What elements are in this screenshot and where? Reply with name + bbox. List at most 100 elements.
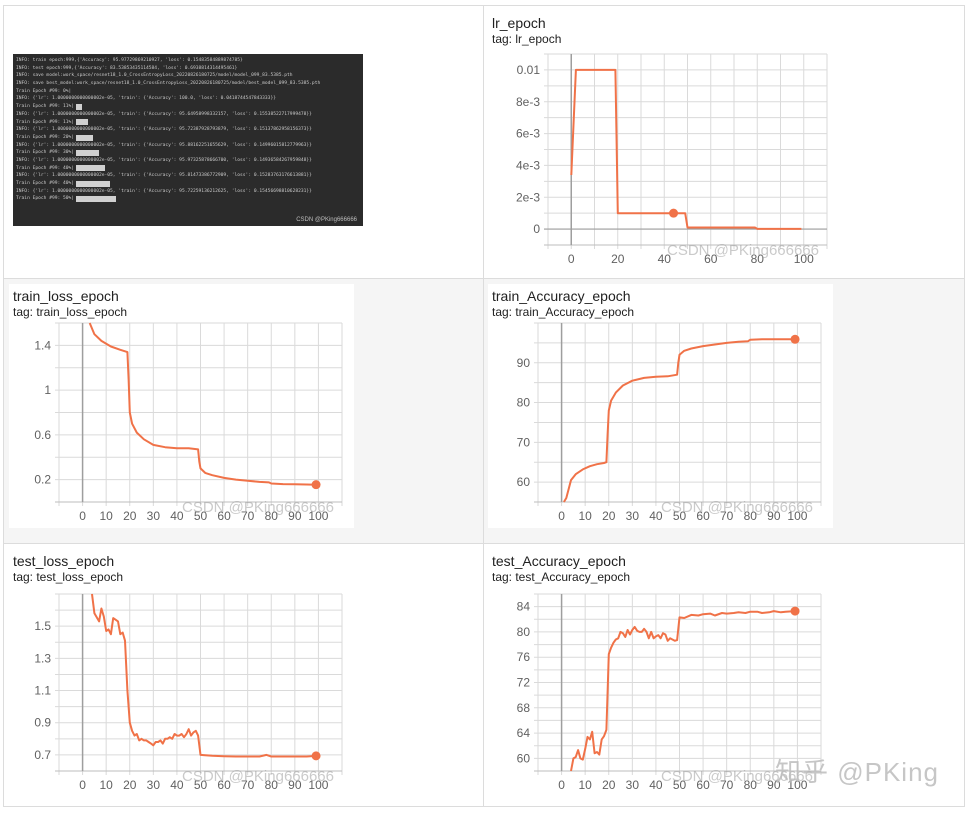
y-tick-label: 0.9: [34, 716, 51, 730]
y-tick-label: 4e-3: [516, 158, 540, 172]
terminal-line: INFO: train epoch:999,{'Accuracy': 95.97…: [16, 58, 243, 63]
cell-train-loss: train_loss_epoch tag: train_loss_epoch 0…: [4, 279, 484, 544]
x-tick-label: 20: [123, 778, 137, 792]
chart-tag: tag: train_Accuracy_epoch: [492, 305, 635, 319]
x-tick-label: 50: [673, 509, 687, 523]
csdn-watermark: CSDN @PKing666666: [182, 768, 334, 785]
csdn-watermark: CSDN @PKing666666: [661, 768, 813, 785]
x-tick-label: 50: [194, 778, 208, 792]
chart-tag: tag: test_loss_epoch: [13, 570, 124, 584]
chart-tag: tag: lr_epoch: [492, 32, 562, 46]
y-tick-label: 0.2: [34, 473, 51, 487]
y-tick-label: 0.7: [34, 748, 51, 762]
terminal-line: INFO: {'lr': 1.0000000000000002e-05, 'tr…: [16, 142, 312, 148]
progress-bar: [76, 150, 100, 157]
x-tick-label: 40: [649, 778, 663, 792]
terminal-line: INFO: {'lr': 1.0000000000000002e-05, 'tr…: [16, 173, 312, 179]
progress-bar: [76, 103, 83, 110]
y-tick-label: 70: [517, 435, 531, 449]
csdn-watermark: CSDN @PKing666666: [661, 499, 813, 516]
x-tick-label: 20: [602, 509, 616, 523]
terminal-line: INFO: {'lr': 1.0000000000000002e-05, 'tr…: [16, 111, 312, 117]
terminal-line: INFO: test epoch:999,{'Accuracy': 83.538…: [16, 65, 238, 71]
y-tick-label: 1.1: [34, 684, 51, 698]
x-tick-label: 70: [720, 778, 734, 792]
series-line: [570, 68, 802, 230]
x-tick-label: 40: [170, 509, 184, 523]
x-tick-label: 0: [568, 252, 575, 266]
terminal-line: Train Epoch #99: 11%|: [16, 103, 360, 111]
x-tick-label: 50: [194, 509, 208, 523]
cell-test-loss: test_loss_epoch tag: test_loss_epoch 0.7…: [4, 544, 484, 806]
y-tick-label: 60: [517, 751, 531, 765]
x-tick-label: 90: [767, 509, 781, 523]
x-tick-label: 70: [241, 778, 255, 792]
x-tick-label: 10: [99, 778, 113, 792]
grid-lines: [55, 593, 343, 775]
highlight-point[interactable]: [669, 208, 679, 218]
x-tick-label: 20: [602, 778, 616, 792]
highlight-point[interactable]: [790, 334, 800, 344]
progress-bar: [76, 180, 111, 187]
chart-title: test_loss_epoch: [13, 553, 115, 569]
terminal-line: Train Epoch #99: 50%|: [16, 195, 360, 203]
cell-lr-epoch: lr_epoch tag: lr_epoch 0 2e-3 4e-3 6e-3 8e-3…: [484, 6, 964, 279]
chart-title: train_Accuracy_epoch: [492, 288, 631, 304]
test-loss-chart[interactable]: 0.7 0.9 1.1 1.3 1.5 0 10 20 30 40 50 60 70 80 90 100CSD…: [9, 586, 354, 801]
y-tick-label: 1.5: [34, 619, 51, 633]
cell-train-accuracy: train_Accuracy_epoch tag: train_Accuracy…: [484, 279, 964, 544]
grid-lines: [534, 593, 822, 775]
x-tick-label: 70: [720, 509, 734, 523]
chart-grid: INFO: train epoch:999,{'Accuracy': 95.97…: [3, 5, 965, 807]
x-tick-label: 30: [147, 778, 161, 792]
x-tick-label: 90: [288, 778, 302, 792]
x-tick-label: 80: [265, 778, 279, 792]
chart-title: lr_epoch: [492, 15, 546, 31]
x-tick-label: 30: [626, 509, 640, 523]
x-tick-label: 90: [288, 509, 302, 523]
x-tick-label: 30: [147, 509, 161, 523]
grid-lines: [534, 322, 822, 506]
chart-tag: tag: test_Accuracy_epoch: [492, 570, 631, 584]
terminal-screenshot: INFO: train epoch:999,{'Accuracy': 95.97…: [13, 54, 363, 226]
series-line: [570, 610, 796, 772]
x-tick-label: 40: [649, 509, 663, 523]
x-tick-label: 0: [558, 778, 565, 792]
highlight-point[interactable]: [790, 606, 800, 616]
x-tick-label: 100: [787, 509, 807, 523]
highlight-point[interactable]: [311, 480, 321, 490]
cell-terminal: INFO: train epoch:999,{'Accuracy': 95.97…: [4, 6, 484, 279]
series-line: [563, 338, 796, 503]
x-tick-label: 0: [558, 509, 565, 523]
y-tick-label: 0.6: [34, 428, 51, 442]
x-tick-label: 80: [744, 778, 758, 792]
highlight-point[interactable]: [311, 751, 321, 761]
x-tick-label: 80: [265, 509, 279, 523]
x-tick-label: 90: [767, 778, 781, 792]
x-tick-label: 10: [578, 778, 592, 792]
y-tick-label: 72: [517, 676, 531, 690]
x-tick-label: 60: [217, 509, 231, 523]
x-tick-label: 80: [751, 252, 765, 266]
y-tick-label: 0: [533, 222, 540, 236]
test-accuracy-chart[interactable]: 60 64 68 72 76 80 84 0 10 20 30 40 50 60 70 80 90 100CSDN…: [488, 586, 833, 801]
x-tick-label: 10: [99, 509, 113, 523]
y-tick-label: 68: [517, 701, 531, 715]
terminal-line: INFO: save best_model:work_space/resnet1…: [16, 81, 321, 87]
x-tick-label: 60: [696, 778, 710, 792]
series-line: [91, 593, 317, 758]
progress-bar: [76, 119, 89, 126]
chart-panel-train-loss: train_loss_epoch tag: train_loss_epoch 0…: [9, 284, 354, 528]
y-tick-label: 6e-3: [516, 127, 540, 141]
y-tick-label: 84: [517, 600, 531, 614]
x-tick-label: 100: [794, 252, 814, 266]
x-tick-label: 100: [308, 509, 328, 523]
grid-lines: [544, 53, 828, 249]
terminal-line: Train Epoch #99: 11%|: [16, 119, 360, 127]
x-tick-label: 100: [787, 778, 807, 792]
terminal-line: INFO: {'lr': 1.0000000000000002e-05, 'tr…: [16, 96, 276, 102]
x-tick-label: 40: [170, 778, 184, 792]
